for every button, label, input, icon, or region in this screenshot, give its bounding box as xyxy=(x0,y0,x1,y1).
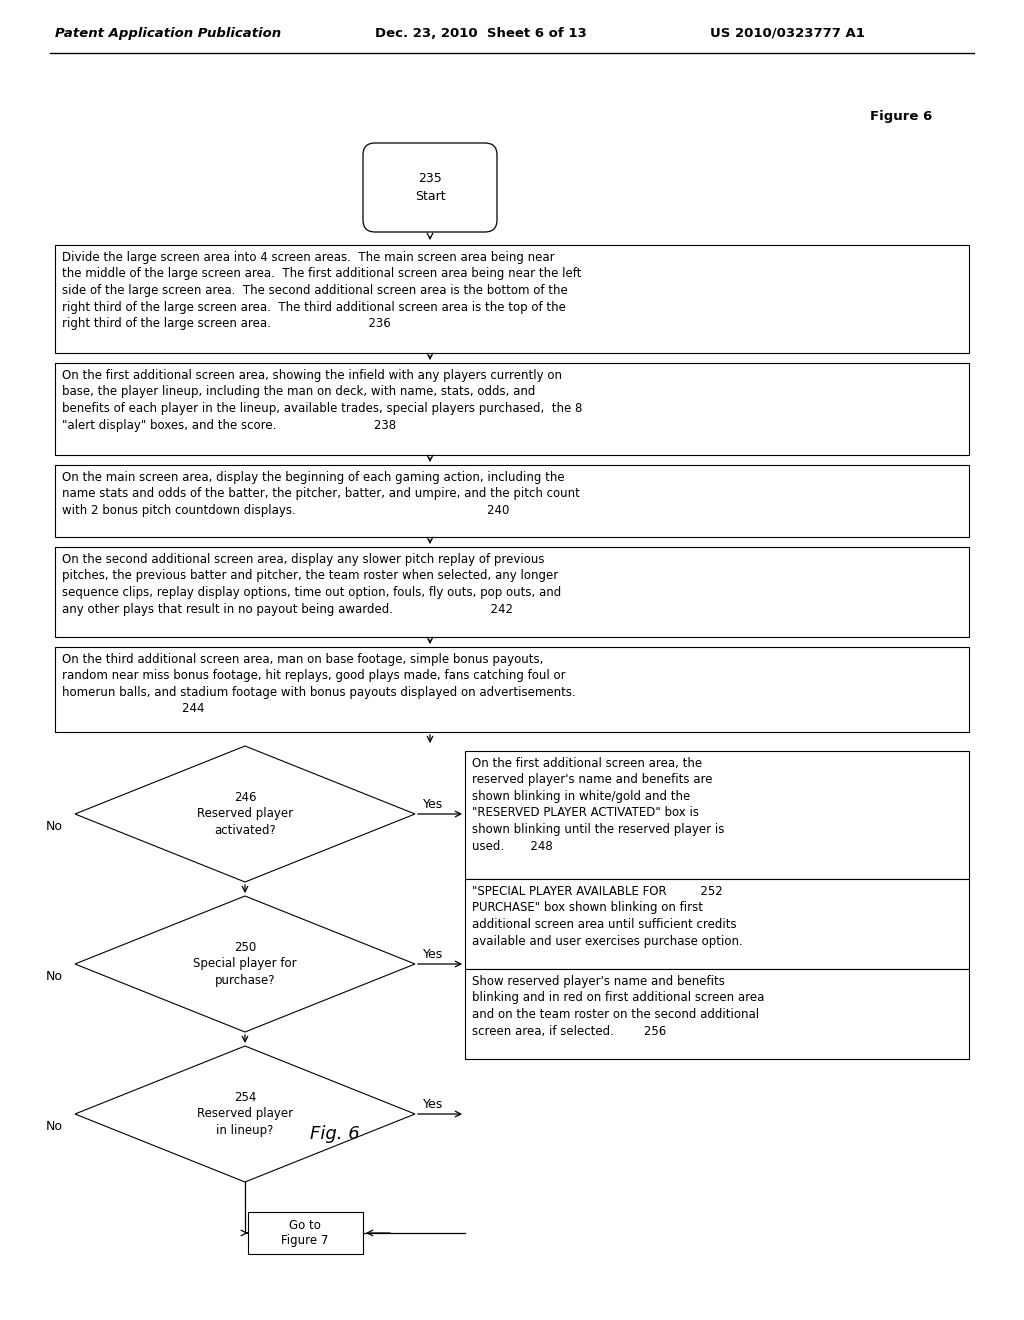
Polygon shape xyxy=(75,1045,415,1181)
Text: Patent Application Publication: Patent Application Publication xyxy=(55,26,282,40)
Bar xyxy=(465,879,969,969)
Text: Dec. 23, 2010  Sheet 6 of 13: Dec. 23, 2010 Sheet 6 of 13 xyxy=(375,26,587,40)
Text: On the main screen area, display the beginning of each gaming action, including : On the main screen area, display the beg… xyxy=(62,471,580,517)
Text: 246
Reserved player
activated?: 246 Reserved player activated? xyxy=(197,791,293,837)
Text: Figure 6: Figure 6 xyxy=(870,110,932,123)
Bar xyxy=(465,751,969,879)
Text: "SPECIAL PLAYER AVAILABLE FOR         252
PURCHASE" box shown blinking on first
: "SPECIAL PLAYER AVAILABLE FOR 252 PURCHA… xyxy=(472,884,742,948)
Text: Fig. 6: Fig. 6 xyxy=(310,1125,359,1143)
Text: US 2010/0323777 A1: US 2010/0323777 A1 xyxy=(710,26,865,40)
Bar xyxy=(55,246,969,352)
Polygon shape xyxy=(75,746,415,882)
Bar xyxy=(248,1212,362,1254)
Text: 254
Reserved player
in lineup?: 254 Reserved player in lineup? xyxy=(197,1092,293,1137)
Text: On the first additional screen area, the
reserved player's name and benefits are: On the first additional screen area, the… xyxy=(472,756,724,853)
Text: Yes: Yes xyxy=(423,948,443,961)
Text: No: No xyxy=(46,820,63,833)
Bar xyxy=(55,647,969,733)
Bar xyxy=(465,969,969,1059)
Text: Divide the large screen area into 4 screen areas.  The main screen area being ne: Divide the large screen area into 4 scre… xyxy=(62,251,582,330)
Text: On the second additional screen area, display any slower pitch replay of previou: On the second additional screen area, di… xyxy=(62,553,561,615)
Text: Yes: Yes xyxy=(423,1097,443,1110)
Text: 250
Special player for
purchase?: 250 Special player for purchase? xyxy=(194,941,297,987)
Text: 235: 235 xyxy=(418,173,442,186)
Bar xyxy=(55,546,969,638)
Text: On the third additional screen area, man on base footage, simple bonus payouts,
: On the third additional screen area, man… xyxy=(62,653,575,715)
Text: On the first additional screen area, showing the infield with any players curren: On the first additional screen area, sho… xyxy=(62,370,583,432)
Text: Start: Start xyxy=(415,190,445,203)
Text: No: No xyxy=(46,1119,63,1133)
FancyBboxPatch shape xyxy=(362,143,497,232)
Bar xyxy=(55,465,969,537)
Text: No: No xyxy=(46,969,63,982)
Text: Go to
Figure 7: Go to Figure 7 xyxy=(282,1218,329,1247)
Polygon shape xyxy=(75,896,415,1032)
Bar xyxy=(55,363,969,455)
Text: Show reserved player's name and benefits
blinking and in red on first additional: Show reserved player's name and benefits… xyxy=(472,975,764,1038)
Text: Yes: Yes xyxy=(423,797,443,810)
